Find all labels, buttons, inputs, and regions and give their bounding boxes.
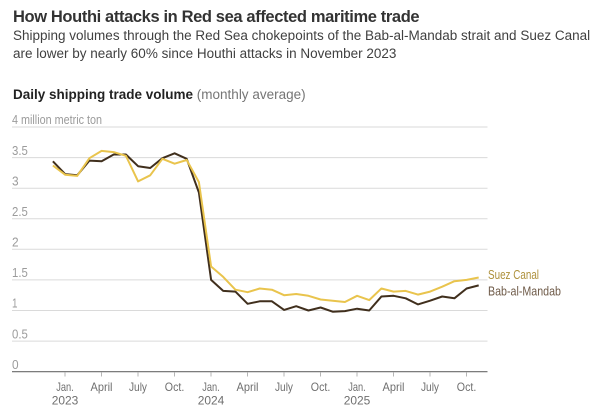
svg-text:2.5: 2.5 xyxy=(12,205,28,219)
svg-text:4 million metric ton: 4 million metric ton xyxy=(12,113,102,127)
svg-text:Jan.: Jan. xyxy=(202,380,220,394)
svg-text:Oct.: Oct. xyxy=(457,380,477,394)
svg-text:April: April xyxy=(237,380,259,394)
svg-text:July: July xyxy=(275,380,293,394)
svg-text:0: 0 xyxy=(12,358,19,372)
svg-text:0.5: 0.5 xyxy=(12,327,28,341)
svg-text:July: July xyxy=(129,380,147,394)
svg-text:2024: 2024 xyxy=(198,394,225,408)
svg-text:April: April xyxy=(383,380,405,394)
svg-text:1.5: 1.5 xyxy=(12,266,28,280)
svg-text:3.5: 3.5 xyxy=(12,144,28,158)
svg-text:July: July xyxy=(421,380,439,394)
svg-text:Suez Canal: Suez Canal xyxy=(488,267,539,282)
svg-text:Oct.: Oct. xyxy=(165,380,185,394)
svg-text:2025: 2025 xyxy=(344,394,371,408)
svg-text:Bab-al-Mandab: Bab-al-Mandab xyxy=(488,284,561,299)
svg-text:2023: 2023 xyxy=(52,394,79,408)
svg-text:3: 3 xyxy=(12,174,19,188)
svg-text:1: 1 xyxy=(12,297,18,311)
svg-text:April: April xyxy=(91,380,113,394)
svg-text:Oct.: Oct. xyxy=(311,380,331,394)
svg-text:Jan.: Jan. xyxy=(56,380,73,394)
svg-text:Jan.: Jan. xyxy=(348,380,366,394)
svg-text:2: 2 xyxy=(12,236,19,250)
